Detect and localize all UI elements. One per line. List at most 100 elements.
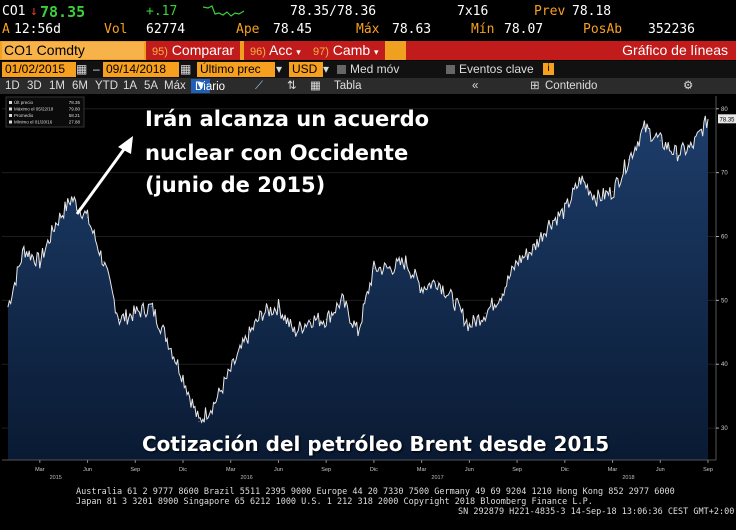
period-1m[interactable]: 1M xyxy=(49,80,65,92)
legend: Últ precio 78.35 Máximo el 05/22/18 79.80 Pr… xyxy=(5,96,85,128)
period-bar: 1D 3D 1M 6M YTD 1A 5A Máx Diario ▼ ⟋ ⇅ ▦… xyxy=(0,78,736,94)
last-price: 78.35 xyxy=(40,3,86,21)
x-tick-label: Jun xyxy=(656,467,665,473)
events-toggle[interactable]: Eventos clave xyxy=(446,62,534,76)
x-axis: Mar Jun Sep Dic Mar Jun Sep Dic Mar Jun Sep Dic Mar J… xyxy=(2,459,716,481)
arrow-head-icon xyxy=(118,136,133,154)
x-tick-label: Dic xyxy=(370,467,378,473)
data-point xyxy=(468,325,470,327)
legend-value: 79.80 xyxy=(69,107,81,112)
dropdown-icon: ▾ xyxy=(296,47,301,57)
bid-ask: 78.35/78.36 xyxy=(290,4,377,19)
actions-num: 96) xyxy=(250,46,266,58)
open-value: 78.45 xyxy=(273,22,313,37)
table-button[interactable]: Tabla xyxy=(334,80,362,92)
data-point xyxy=(707,118,709,120)
frequency-select[interactable]: Diario ▼ xyxy=(191,79,225,93)
gear-icon[interactable]: ⚙ xyxy=(683,80,694,92)
legend-swatch xyxy=(9,101,12,104)
period-1a[interactable]: 1A xyxy=(123,80,138,92)
down-arrow-icon: ↓ xyxy=(30,4,38,19)
date-separator: – xyxy=(93,62,100,76)
footer-line-3: SN 292879 H221-4835-3 14-Sep-18 13:06:36… xyxy=(458,507,735,517)
period-1d[interactable]: 1D xyxy=(5,80,20,92)
legend-box xyxy=(5,96,85,128)
oi-value: 352236 xyxy=(648,22,695,37)
data-point xyxy=(198,421,200,423)
data-point xyxy=(39,261,41,263)
data-point xyxy=(500,293,502,295)
legend-label: Máximo el 05/22/18 xyxy=(14,107,54,112)
data-point xyxy=(325,318,327,321)
data-point xyxy=(118,318,120,321)
legend-label: Mínimo el 01/20/16 xyxy=(14,120,53,125)
x-year-label: 2016 xyxy=(241,475,253,481)
price-area xyxy=(8,115,708,461)
x-tick-label: Dic xyxy=(179,467,187,473)
chevron-down-icon[interactable]: ▾ xyxy=(323,62,330,76)
moving-avg-label: Med móv xyxy=(350,62,400,76)
x-tick-label: Dic xyxy=(561,467,569,473)
period-3d[interactable]: 3D xyxy=(27,80,42,92)
y-axis: 30 40 50 60 70 80 xyxy=(715,96,728,460)
calendar-icon[interactable]: ▦ xyxy=(76,62,88,76)
period-max[interactable]: Máx xyxy=(164,80,186,92)
svg-text:78.35: 78.35 xyxy=(719,117,735,123)
end-date-input[interactable]: 09/14/2018 xyxy=(103,62,179,77)
data-point xyxy=(7,306,9,308)
y-tick-label: 60 xyxy=(721,234,728,240)
sparkline-icon xyxy=(203,5,245,17)
period-6m[interactable]: 6M xyxy=(72,80,88,92)
quote-time: 12:56d xyxy=(14,22,61,37)
data-point xyxy=(452,299,455,301)
period-ytd[interactable]: YTD xyxy=(95,80,118,92)
data-point xyxy=(261,312,264,314)
x-year-label: 2018 xyxy=(622,475,634,481)
data-point xyxy=(643,127,645,129)
y-tick-label: 50 xyxy=(721,298,728,304)
compare-button[interactable]: 95) Comparar xyxy=(146,41,241,60)
info-icon[interactable]: i xyxy=(543,63,554,75)
actions-button[interactable]: 96) Acc ▾ xyxy=(244,41,307,60)
vol-value: 62774 xyxy=(146,22,186,37)
checkbox-icon xyxy=(337,65,346,75)
y-tick-label: 30 xyxy=(721,426,728,432)
data-point xyxy=(675,152,677,155)
data-point xyxy=(405,261,407,263)
currency-select[interactable]: USD xyxy=(289,62,323,77)
prev-value: 78.18 xyxy=(572,4,612,19)
data-point xyxy=(246,338,248,340)
collapse-icon[interactable]: « xyxy=(472,80,479,92)
data-point xyxy=(611,191,614,193)
data-point xyxy=(659,140,661,142)
x-tick-label: Jun xyxy=(465,467,474,473)
footer-line-1: Australia 61 2 9777 8600 Brazil 5511 239… xyxy=(76,487,675,497)
price-field-select[interactable]: Último prec xyxy=(197,62,275,77)
chevron-down-icon[interactable]: ▾ xyxy=(276,62,283,76)
data-point xyxy=(102,261,105,263)
open-label: Ape xyxy=(236,22,260,37)
moving-avg-toggle[interactable]: Med móv xyxy=(337,62,399,76)
annotation-line-3: (junio de 2015) xyxy=(145,173,326,197)
data-point xyxy=(596,197,598,199)
table-icon[interactable]: ▦ xyxy=(310,80,321,92)
y-tick-label: 80 xyxy=(721,107,728,113)
data-point xyxy=(691,146,693,148)
period-5a[interactable]: 5A xyxy=(144,80,159,92)
data-point xyxy=(580,178,582,180)
x-year-label: 2015 xyxy=(50,475,62,481)
x-tick-label: Mar xyxy=(417,467,427,473)
high-label: Máx xyxy=(356,22,380,37)
x-tick-label: Sep xyxy=(321,467,331,473)
calendar-icon[interactable]: ▦ xyxy=(180,62,192,76)
content-button[interactable]: Contenido xyxy=(545,80,598,92)
sort-icon[interactable]: ⇅ xyxy=(287,80,297,92)
data-point xyxy=(166,338,168,340)
security-field[interactable]: CO1 Comdty xyxy=(2,42,144,59)
change-button[interactable]: 97) Camb ▾ xyxy=(307,41,385,60)
start-date-input[interactable]: 01/02/2015 xyxy=(2,62,76,77)
legend-value: 27.88 xyxy=(69,120,81,125)
line-chart-icon[interactable]: ⟋ xyxy=(255,80,264,92)
x-year-label: 2017 xyxy=(431,475,443,481)
